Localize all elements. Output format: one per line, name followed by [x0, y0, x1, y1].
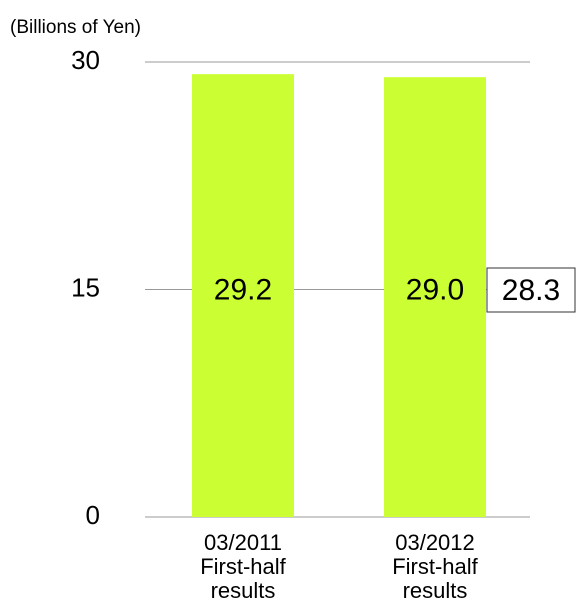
- x-tick-label: 03/2011 First-half results: [200, 530, 286, 603]
- y-tick-label: 30: [71, 45, 100, 75]
- y-tick-label: 15: [71, 272, 100, 302]
- x-tick-label: 03/2012 First-half results: [392, 530, 478, 603]
- annotation: 28.3: [502, 274, 560, 307]
- value-label: 29.0: [406, 273, 464, 306]
- y-tick-label: 0: [86, 500, 100, 530]
- bar: [384, 77, 486, 518]
- bar: [192, 74, 294, 517]
- annotation-box: [486, 267, 576, 313]
- y-axis-label: (Billions of Yen): [10, 17, 141, 38]
- value-label: 29.2: [214, 273, 272, 306]
